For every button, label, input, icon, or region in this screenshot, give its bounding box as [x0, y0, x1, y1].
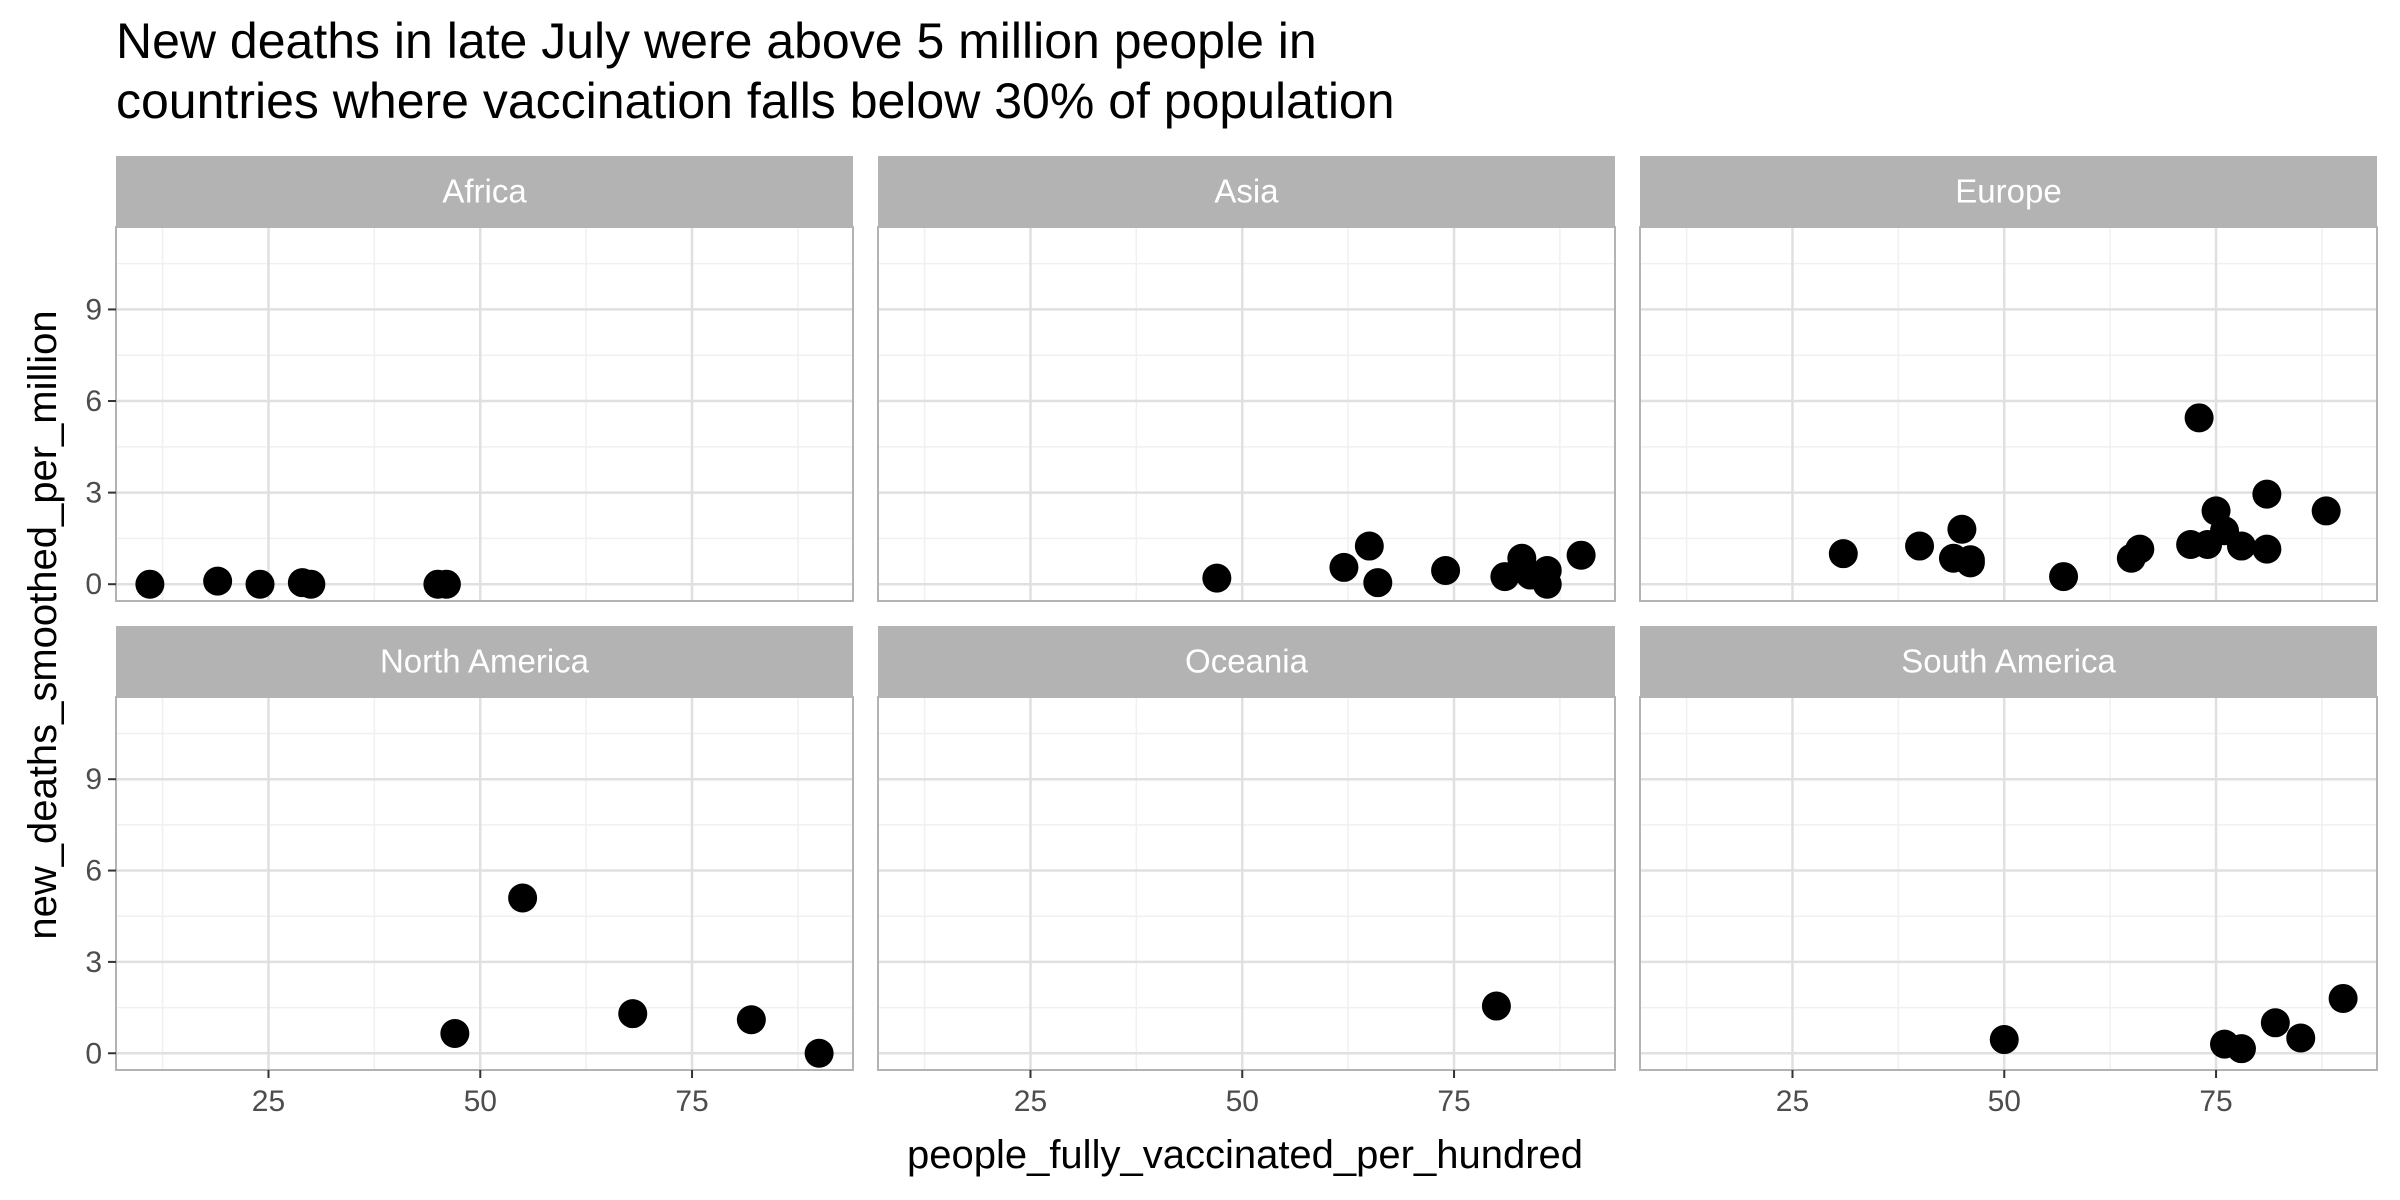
x-tick-label: 50 — [464, 1085, 497, 1118]
panel-border — [115, 226, 854, 602]
data-point — [1481, 991, 1511, 1021]
facet-strip-label: Europe — [1955, 173, 2061, 210]
chart-title-line-1: New deaths in late July were above 5 mil… — [116, 13, 1317, 69]
data-point — [2328, 983, 2358, 1013]
panel-border — [1639, 226, 2378, 602]
y-tick-label: 0 — [85, 568, 102, 601]
facet-strip — [1640, 626, 2377, 697]
facet-strip-label: Asia — [1214, 173, 1279, 210]
data-point — [2311, 496, 2341, 526]
data-point — [2184, 403, 2214, 433]
facet-south-america: South America — [1639, 626, 2378, 1071]
data-point — [1490, 562, 1520, 592]
y-tick-label: 6 — [85, 855, 102, 888]
panel-border — [115, 696, 854, 1071]
x-tick-label: 50 — [1988, 1085, 2021, 1118]
data-point — [203, 566, 233, 596]
facet-strip — [878, 626, 1615, 697]
data-point — [618, 999, 648, 1029]
data-point — [135, 569, 165, 599]
x-tick-label: 50 — [1226, 1085, 1259, 1118]
data-point — [1955, 545, 1985, 575]
data-point — [245, 569, 275, 599]
data-point — [1431, 555, 1461, 585]
data-point — [2226, 531, 2256, 561]
facet-strip — [116, 156, 853, 227]
y-tick-label: 3 — [85, 477, 102, 510]
facet-strip-label: Africa — [442, 173, 527, 210]
data-point — [1363, 568, 1393, 598]
facet-strip — [878, 156, 1615, 227]
chart-title-line-2: countries where vaccination falls below … — [116, 73, 1395, 129]
y-axis-title: new_deaths_smoothed_per_million — [21, 310, 65, 939]
facet-strip-label: Oceania — [1185, 643, 1309, 680]
data-point — [2252, 534, 2282, 564]
facet-strip — [1640, 156, 2377, 227]
x-tick-label: 25 — [1014, 1085, 1047, 1118]
data-point — [1989, 1025, 2019, 1055]
facet-panels: Africa Asia Europe North America Oceania Sout… — [115, 156, 2378, 1071]
x-axis-tick-labels: 25 50 75 25 50 75 25 50 75 — [252, 1070, 2233, 1118]
facet-strip-label: South America — [1901, 643, 2116, 680]
data-point — [440, 1018, 470, 1048]
y-tick-label: 9 — [85, 293, 102, 326]
facet-strip-label: North America — [380, 643, 590, 680]
panel-border — [1639, 696, 2378, 1071]
x-tick-label: 25 — [1776, 1085, 1809, 1118]
y-tick-label: 9 — [85, 763, 102, 796]
x-tick-label: 75 — [1437, 1085, 1470, 1118]
data-point — [1202, 563, 1232, 593]
y-tick-label: 3 — [85, 946, 102, 979]
data-point — [2125, 534, 2155, 564]
x-axis-title: people_fully_vaccinated_per_hundred — [907, 1133, 1583, 1177]
data-point — [1354, 531, 1384, 561]
data-point — [1947, 514, 1977, 544]
plot-panel — [878, 227, 1615, 601]
plot-panel — [116, 227, 853, 601]
data-point — [1566, 540, 1596, 570]
facet-africa: Africa — [115, 156, 854, 602]
y-tick-label: 0 — [85, 1037, 102, 1070]
y-axis-tick-labels: 0 3 6 9 0 3 6 9 — [85, 293, 116, 1070]
data-point — [2252, 479, 2282, 509]
x-tick-label: 75 — [675, 1085, 708, 1118]
data-point — [296, 569, 326, 599]
data-point — [804, 1038, 834, 1068]
data-point — [1329, 552, 1359, 582]
data-point — [2049, 562, 2079, 592]
panel-border — [877, 226, 1616, 602]
x-tick-label: 25 — [252, 1085, 285, 1118]
data-point — [1828, 539, 1858, 569]
data-point — [736, 1005, 766, 1035]
facet-north-america: North America — [115, 626, 854, 1071]
data-point — [2226, 1034, 2256, 1064]
y-tick-label: 6 — [85, 385, 102, 418]
facet-oceania: Oceania — [877, 626, 1616, 1071]
panel-border — [877, 696, 1616, 1071]
data-point — [1905, 531, 1935, 561]
data-point — [1532, 569, 1562, 599]
chart-title: New deaths in late July were above 5 mil… — [116, 13, 1395, 129]
x-tick-label: 75 — [2199, 1085, 2232, 1118]
data-point — [508, 883, 538, 913]
facet-strip — [116, 626, 853, 697]
data-point — [2260, 1008, 2290, 1038]
data-point — [431, 569, 461, 599]
facet-asia: Asia — [877, 156, 1616, 602]
data-point — [2286, 1023, 2316, 1053]
facet-europe: Europe — [1639, 156, 2378, 602]
